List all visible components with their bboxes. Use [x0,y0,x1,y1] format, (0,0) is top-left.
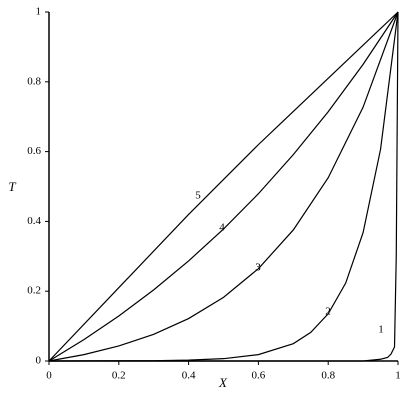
series-label: 4 [219,222,225,234]
x-tick-label: 0.2 [112,370,126,382]
x-axis-label: X [218,375,228,390]
line [48,11,399,362]
x-tick-label: 0 [46,370,52,382]
y-axis-label: T [8,179,16,194]
y-tick-label: 0.2 [27,285,41,297]
series-label: 5 [195,190,201,202]
y-tick-label: 1 [36,6,42,18]
x-tick-label: 1 [395,370,401,382]
line [49,11,399,362]
series-label: 2 [325,306,331,318]
y-tick-label: 0.6 [27,145,41,157]
y-tick-label: 0.4 [27,215,41,227]
x-tick-label: 0.4 [182,370,196,382]
x-tick-label: 0.6 [252,370,266,382]
line [48,11,399,362]
x-tick-label: 0.8 [321,370,335,382]
y-tick-label: 0 [36,355,42,367]
series-label: 1 [378,324,384,336]
y-tick-label: 0.8 [27,75,41,87]
line [48,11,399,362]
line [48,11,399,362]
series-label: 3 [255,262,261,274]
